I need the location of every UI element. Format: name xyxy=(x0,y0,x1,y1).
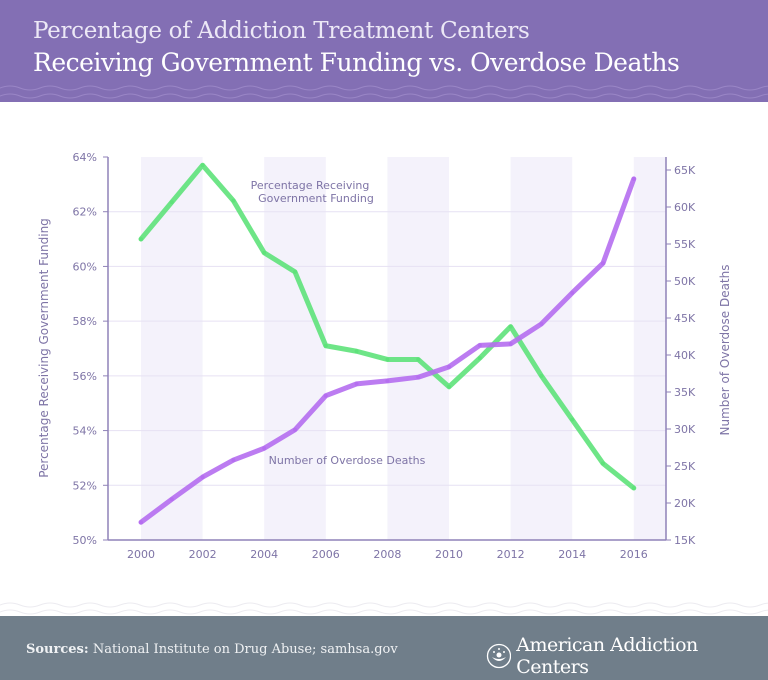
y-tick-label: 58% xyxy=(73,315,97,328)
data-point xyxy=(477,356,482,361)
data-point xyxy=(231,198,236,203)
brand-logo: American Addiction Centers xyxy=(486,634,768,678)
data-point xyxy=(477,343,482,348)
x-tick-label: 2002 xyxy=(189,548,217,561)
y-right-tick-label: 45K xyxy=(674,312,696,325)
band xyxy=(264,157,326,540)
y-tick-label: 64% xyxy=(73,151,97,164)
data-point xyxy=(262,250,267,255)
wave-decoration xyxy=(0,85,768,99)
data-point xyxy=(262,446,267,451)
sources-text: National Institute on Drug Abuse; samhsa… xyxy=(92,642,398,657)
band xyxy=(141,157,203,540)
header: Percentage of Addiction Treatment Center… xyxy=(0,0,768,102)
y-right-tick-label: 15K xyxy=(674,534,696,547)
y-tick-label: 50% xyxy=(73,534,97,547)
brand-name: American Addiction Centers xyxy=(516,634,698,678)
y-axis-label-right: Number of Overdose Deaths xyxy=(718,265,732,436)
data-point xyxy=(385,378,390,383)
y-tick-label: 56% xyxy=(73,370,97,383)
data-point xyxy=(323,343,328,348)
band xyxy=(387,157,449,540)
y-right-tick-label: 35K xyxy=(674,386,696,399)
data-point xyxy=(508,324,513,329)
data-point xyxy=(570,417,575,422)
footer: Sources: National Institute on Drug Abus… xyxy=(0,616,768,680)
x-tick-label: 2000 xyxy=(127,548,155,561)
data-point xyxy=(169,497,174,502)
data-point xyxy=(354,349,359,354)
y-right-tick-label: 20K xyxy=(674,497,696,510)
data-point xyxy=(139,520,143,525)
data-point xyxy=(231,458,236,463)
data-point xyxy=(508,341,513,346)
green-series-label-2: Government Funding xyxy=(258,192,374,205)
data-point xyxy=(570,290,575,295)
y-right-tick-label: 65K xyxy=(674,164,696,177)
x-tick-label: 2012 xyxy=(497,548,525,561)
purple-series-label: Number of Overdose Deaths xyxy=(269,454,426,467)
chart: 64% 62% 60% 58% 56% 54% 52% 50% 65K 60K 55K 50K 45K 4… xyxy=(0,151,768,615)
data-point xyxy=(293,269,297,274)
data-point xyxy=(323,393,328,398)
data-point xyxy=(416,375,421,380)
y-right-tick-label: 25K xyxy=(674,460,696,473)
y-tick-label: 52% xyxy=(73,479,97,492)
y-right-tick-label: 60K xyxy=(674,201,696,214)
data-point xyxy=(416,357,421,362)
data-point xyxy=(169,200,174,205)
green-series-label-1: Percentage Receiving xyxy=(251,179,370,192)
data-point xyxy=(539,321,544,326)
data-point xyxy=(601,461,605,466)
x-tick-label: 2008 xyxy=(373,548,401,561)
x-tick-label: 2014 xyxy=(558,548,586,561)
title-line-2: Receiving Government Funding vs. Overdos… xyxy=(33,48,680,77)
brand-logo-icon xyxy=(486,643,512,669)
sources: Sources: National Institute on Drug Abus… xyxy=(26,642,398,657)
band xyxy=(633,157,666,540)
y-right-tick-label: 50K xyxy=(674,275,696,288)
data-point xyxy=(200,163,205,168)
data-point xyxy=(385,357,390,362)
x-tick-label: 2010 xyxy=(435,548,463,561)
y-tick-label: 60% xyxy=(73,260,97,273)
y-right-tick-label: 40K xyxy=(674,349,696,362)
y-right-tick-label: 30K xyxy=(674,423,696,436)
data-point xyxy=(631,176,636,181)
data-point xyxy=(631,486,636,491)
title-line-1: Percentage of Addiction Treatment Center… xyxy=(33,18,530,44)
y-tick-label: 62% xyxy=(73,206,97,219)
data-point xyxy=(447,384,451,389)
data-point xyxy=(601,261,605,266)
x-tick-label: 2004 xyxy=(250,548,278,561)
y-axis-label-left: Percentage Receiving Government Funding xyxy=(37,218,51,478)
y-right-tick-label: 55K xyxy=(674,238,696,251)
y-tick-label: 54% xyxy=(73,425,97,438)
data-point xyxy=(293,427,297,432)
data-point xyxy=(354,381,359,386)
data-point xyxy=(539,373,544,378)
x-tick-label: 2016 xyxy=(620,548,648,561)
x-tick-label: 2006 xyxy=(312,548,340,561)
band xyxy=(510,157,573,540)
sources-label: Sources: xyxy=(26,642,89,657)
data-point xyxy=(447,364,451,369)
data-point xyxy=(139,237,143,242)
data-point xyxy=(200,475,205,480)
